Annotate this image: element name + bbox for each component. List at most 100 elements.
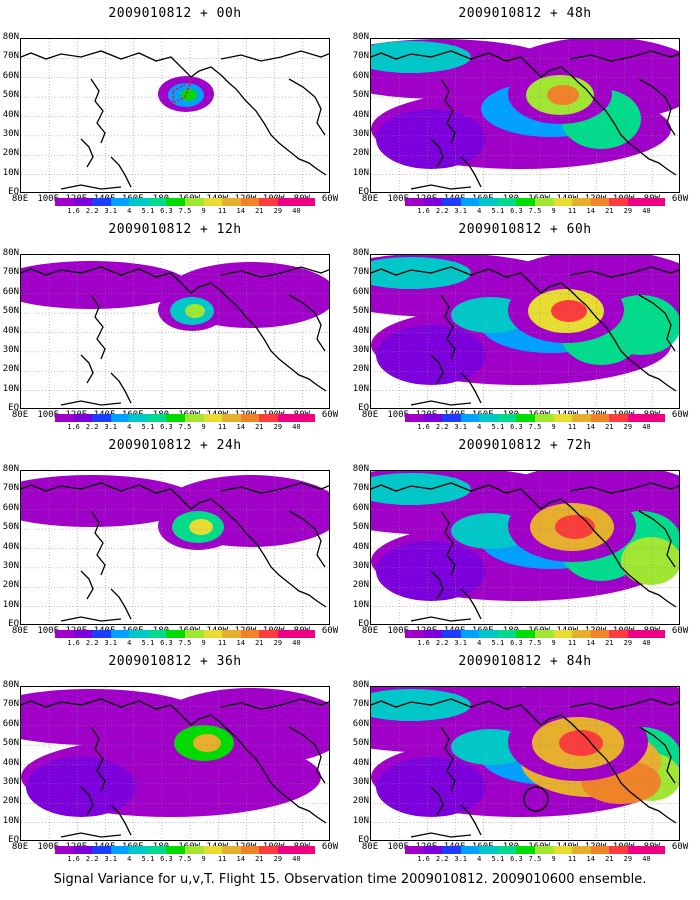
latitude-label: 10N: [2, 599, 19, 610]
latitude-label: 20N: [352, 580, 369, 591]
colorbar-label: 4: [477, 423, 482, 431]
colorbar-label: 9: [551, 423, 556, 431]
colorbar-swatch: [55, 846, 75, 854]
latitude-label: 20N: [352, 796, 369, 807]
colorbar-swatch: [129, 846, 149, 854]
coastline: [440, 726, 456, 792]
latitude-label: 40N: [2, 109, 19, 120]
colorbar-label: 1.6: [67, 639, 80, 647]
longitude-label: 100E: [387, 626, 410, 636]
coastline: [90, 510, 106, 576]
longitude-label: 80E: [361, 194, 379, 204]
coastline: [638, 510, 676, 568]
colorbar-swatch: [222, 198, 242, 206]
coastline: [410, 184, 472, 190]
colorbar-label: 14: [586, 639, 595, 647]
colorbar-label: 14: [236, 423, 245, 431]
coastline: [60, 616, 122, 622]
panel-title: 2009010812 + 48h: [458, 6, 592, 21]
colorbar-swatch: [646, 846, 666, 854]
colorbar-swatch: [55, 630, 75, 638]
colorbar-label: 21: [255, 423, 264, 431]
colorbar-swatch: [147, 630, 167, 638]
colorbar-label: 2.2: [85, 423, 99, 431]
colorbar-label: 14: [586, 423, 595, 431]
colorbar-label: 3.1: [454, 423, 468, 431]
latitude-label: 40N: [2, 541, 19, 552]
latitude-label: 30N: [352, 128, 369, 139]
panel-title: 2009010812 + 12h: [108, 222, 242, 237]
colorbar-swatch: [442, 630, 462, 638]
colorbar-label: 14: [586, 855, 595, 863]
colorbar-swatch: [460, 414, 480, 422]
coastline: [570, 50, 679, 62]
longitude-label: 100E: [387, 194, 410, 204]
latitude-label: 40N: [352, 109, 369, 120]
coastline: [21, 698, 182, 716]
coastline: [371, 266, 532, 284]
coastline: [570, 266, 679, 278]
latitude-label: 60N: [2, 286, 19, 297]
colorbar-label: 2.2: [435, 855, 449, 863]
coastline: [410, 832, 472, 838]
latitude-label: EQ: [358, 403, 369, 413]
colorbar-swatch: [73, 414, 93, 422]
colorbar-label: 1.6: [67, 855, 80, 863]
latitude-label: 10N: [352, 383, 369, 394]
latitude-label: 30N: [352, 776, 369, 787]
colorbar-label: 6.3: [510, 207, 523, 215]
latitude-label: 80N: [352, 248, 369, 258]
colorbar-label: 21: [605, 639, 614, 647]
longitude-label: 60W: [321, 626, 339, 636]
colorbar-swatch: [479, 198, 499, 206]
colorbar-swatch: [73, 630, 93, 638]
coastline: [460, 588, 482, 620]
colorbar-label: 9: [551, 855, 556, 863]
longitude-label: 60W: [321, 410, 339, 420]
coastline: [60, 832, 122, 838]
latitude-label: 10N: [2, 167, 19, 178]
coastline: [371, 482, 532, 500]
colorbar-label: 11: [567, 639, 577, 647]
colorbar-label: 6.3: [510, 639, 523, 647]
colorbar-swatch: [259, 198, 279, 206]
colorbar-label: 40: [642, 855, 651, 863]
variance-contours: [21, 255, 329, 408]
colorbar-label: 3.1: [454, 639, 468, 647]
colorbar-swatch: [110, 414, 130, 422]
latitude-label: 50N: [352, 738, 369, 749]
colorbar-label: 11: [217, 855, 227, 863]
map-panel: 2009010812 + 12h 80N 70N 60N 50N 40N 30N 20N 10N…: [0, 216, 350, 436]
colorbar-swatch: [516, 846, 536, 854]
latitude-label: 60N: [352, 286, 369, 297]
latitude-label: 80N: [352, 464, 369, 474]
latitude-label: 10N: [2, 815, 19, 826]
colorbar-swatch: [73, 198, 93, 206]
coastline: [235, 88, 327, 176]
colorbar-label: 9: [201, 207, 206, 215]
variance-map: [20, 470, 330, 625]
coastline: [220, 698, 329, 710]
colorbar-swatch: [535, 846, 555, 854]
colorbar-label: 5.1: [141, 207, 155, 215]
map-panel: 2009010812 + 72h 80N 70N 60N 50N 40N 30N 20N 10N…: [350, 432, 700, 652]
colorbar-label: 40: [292, 855, 301, 863]
latitude-label: 80N: [2, 248, 19, 258]
colorbar-label: 3.1: [104, 423, 118, 431]
colorbar-label: 1.6: [67, 207, 80, 215]
map-panel: 2009010812 + 36h 80N 70N 60N 50N 40N 30N 20N 10N…: [0, 648, 350, 868]
colorbar-label: 40: [292, 207, 301, 215]
colorbar-swatch: [590, 198, 610, 206]
longitude-label: 100E: [37, 410, 60, 420]
variance-contours: [21, 39, 329, 192]
colorbar-swatch: [609, 846, 629, 854]
variance-contour-region: [559, 730, 603, 756]
latitude-label: 50N: [352, 522, 369, 533]
latitude-label: 80N: [2, 464, 19, 474]
colorbar-label: 9: [551, 207, 556, 215]
longitude-label: 80E: [361, 410, 379, 420]
colorbar-swatch: [609, 198, 629, 206]
coastline: [110, 588, 132, 620]
colorbar-swatch: [277, 198, 297, 206]
variance-contour-region: [371, 257, 471, 289]
